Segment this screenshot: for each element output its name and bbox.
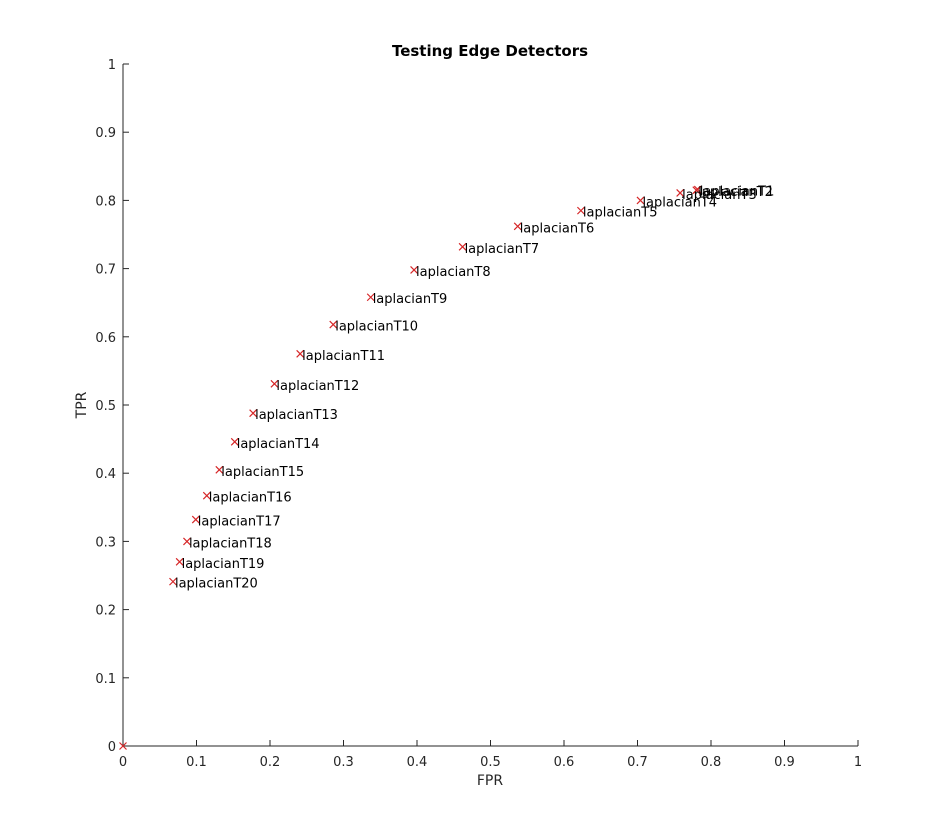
point-label: laplacianT5	[583, 206, 658, 221]
point-label: laplacianT16	[209, 491, 292, 506]
x-tick-label: 0.5	[480, 755, 501, 770]
x-tick-label: 1	[854, 755, 862, 770]
data-point	[119, 742, 127, 750]
point-marker	[366, 293, 375, 302]
point-marker	[270, 379, 279, 388]
data-point: laplacianT4	[636, 195, 717, 210]
data-point: laplacianT11	[296, 349, 385, 364]
point-marker	[692, 186, 701, 195]
data-point: laplacianT7	[458, 242, 540, 257]
point-marker	[410, 266, 418, 274]
data-point: laplacianT12	[270, 379, 359, 394]
axes: 0 0.1 0.2 0.3 0.4 0.5 0.6 0.7 0.8 0.9 1 0 0.1 0.2 0.3 0…	[95, 58, 862, 770]
x-tick-label: 0	[119, 755, 127, 770]
point-marker	[513, 222, 522, 231]
data-point: laplacianT20	[169, 577, 258, 592]
point-label: laplacianT12	[276, 379, 359, 394]
point-marker	[329, 320, 338, 329]
data-point: laplacianT6	[513, 221, 595, 236]
point-label: laplacianT11	[302, 349, 385, 364]
point-marker	[191, 515, 200, 524]
y-tick-label: 0.9	[95, 126, 116, 141]
point-marker	[296, 349, 305, 358]
point-label: laplacianT6	[520, 221, 595, 236]
data-point: laplacianT14	[230, 437, 320, 452]
x-tick-label: 0.6	[554, 755, 575, 770]
y-tick-label: 0.7	[95, 263, 116, 278]
y-axis-label: TPR	[74, 391, 90, 419]
data-point: laplacianT17	[191, 515, 281, 530]
y-tick-label: 0	[108, 740, 116, 755]
point-marker	[230, 437, 239, 446]
point-marker	[676, 188, 685, 197]
point-marker	[169, 577, 177, 586]
data-point: laplacianT15	[215, 465, 304, 480]
y-tick-label: 1	[108, 58, 116, 73]
point-label: laplacianT1	[700, 184, 775, 199]
point-label: laplacianT20	[175, 577, 258, 592]
data-point: laplacianT5	[576, 206, 658, 221]
chart-title: Testing Edge Detectors	[392, 42, 588, 60]
x-tick-label: 0.3	[333, 755, 354, 770]
point-label: laplacianT3	[682, 188, 757, 203]
x-tick-label: 0.4	[407, 755, 428, 770]
data-points: laplacianT1laplacianT2laplacianT3laplaci…	[119, 184, 775, 750]
data-point: laplacianT3	[676, 188, 757, 203]
data-point: laplacianT19	[175, 557, 265, 572]
data-point: laplacianT13	[249, 408, 338, 423]
point-marker	[183, 537, 191, 546]
x-axis-label: FPR	[477, 773, 503, 789]
data-point: laplacianT9	[366, 292, 448, 307]
point-label: laplacianT17	[198, 515, 281, 530]
point-label: laplacianT13	[255, 408, 338, 423]
point-marker	[175, 557, 184, 566]
y-tick-label: 0.3	[95, 535, 116, 550]
point-marker	[636, 196, 645, 205]
x-tick-label: 0.7	[627, 755, 648, 770]
point-marker	[119, 742, 127, 750]
point-label: laplacianT18	[189, 536, 272, 551]
data-point: laplacianT18	[183, 536, 272, 551]
data-point: laplacianT8	[410, 265, 491, 280]
point-label: laplacianT14	[237, 437, 320, 452]
point-marker	[215, 465, 224, 474]
y-tick-label: 0.2	[95, 604, 116, 619]
y-tick-label: 0.4	[95, 467, 116, 482]
point-marker	[249, 409, 258, 418]
y-tick-label: 0.8	[95, 194, 116, 209]
data-point: laplacianT16	[202, 491, 292, 506]
x-tick-label: 0.2	[260, 755, 281, 770]
data-point: laplacianT2	[692, 185, 773, 200]
x-tick-label: 0.1	[186, 755, 207, 770]
x-tick-label: 0.9	[774, 755, 795, 770]
data-point: laplacianT10	[329, 320, 418, 335]
point-marker	[202, 491, 211, 500]
x-tick-label: 0.8	[701, 755, 722, 770]
point-label: laplacianT4	[642, 195, 717, 210]
y-tick-label: 0.5	[95, 399, 116, 414]
y-tick-label: 0.1	[95, 672, 116, 687]
point-label: laplacianT9	[373, 292, 448, 307]
point-label: laplacianT10	[335, 320, 418, 335]
point-label: laplacianT7	[465, 242, 540, 257]
y-tick-label: 0.6	[95, 331, 116, 346]
point-label: laplacianT2	[698, 185, 773, 200]
point-label: laplacianT15	[221, 465, 304, 480]
point-marker	[458, 242, 467, 251]
point-label: laplacianT19	[182, 557, 265, 572]
point-marker	[576, 206, 585, 215]
point-label: laplacianT8	[416, 265, 491, 280]
